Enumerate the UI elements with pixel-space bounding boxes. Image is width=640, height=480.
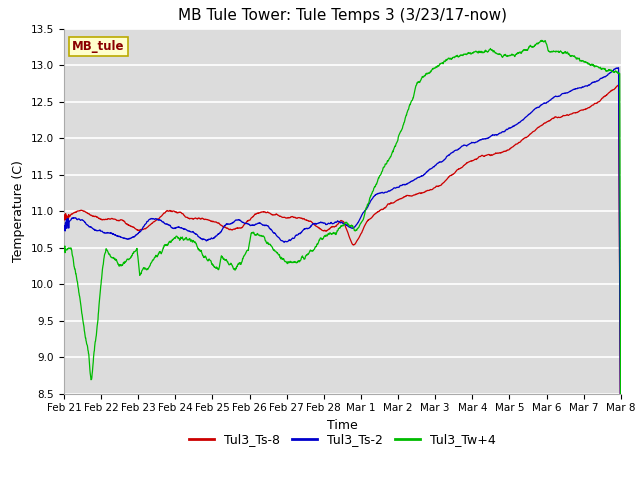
Title: MB Tule Tower: Tule Temps 3 (3/23/17-now): MB Tule Tower: Tule Temps 3 (3/23/17-now… bbox=[178, 9, 507, 24]
Legend: Tul3_Ts-8, Tul3_Ts-2, Tul3_Tw+4: Tul3_Ts-8, Tul3_Ts-2, Tul3_Tw+4 bbox=[184, 428, 501, 451]
Y-axis label: Temperature (C): Temperature (C) bbox=[12, 160, 26, 262]
Text: MB_tule: MB_tule bbox=[72, 40, 125, 53]
X-axis label: Time: Time bbox=[327, 419, 358, 432]
